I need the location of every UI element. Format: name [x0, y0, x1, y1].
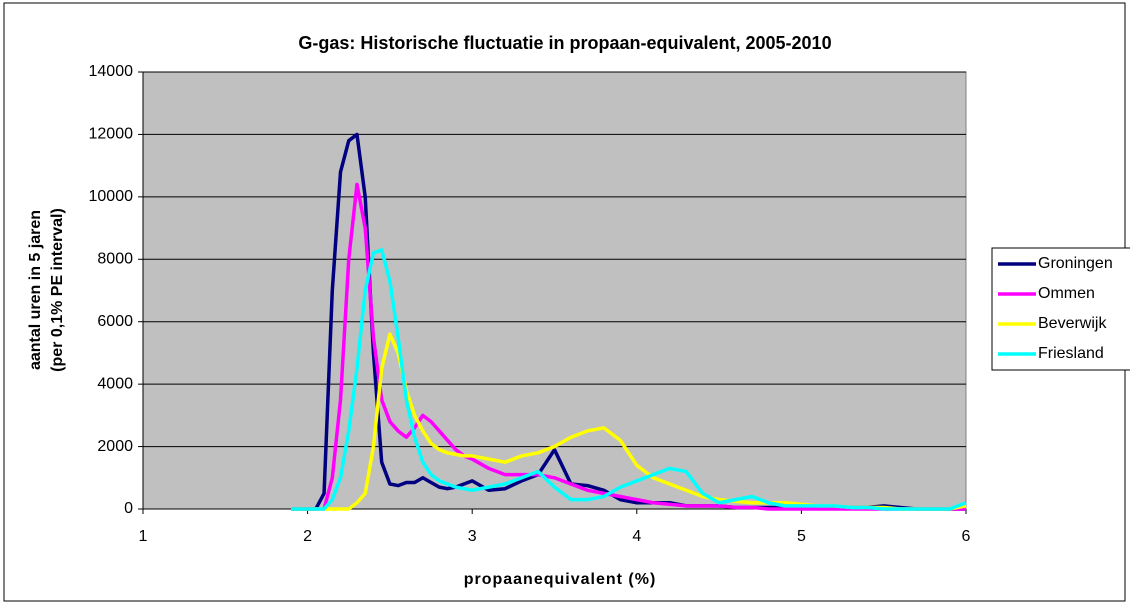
legend-label: Groningen	[1038, 255, 1113, 272]
plot-area	[142, 71, 967, 510]
x-tick-label: 3	[468, 528, 477, 545]
x-tick-label: 4	[632, 528, 641, 545]
legend-label: Ommen	[1038, 285, 1095, 302]
y-axis-label: aantal uren in 5 jaren	[27, 210, 44, 370]
y-tick-label: 8000	[97, 251, 133, 268]
x-tick-label: 2	[303, 528, 312, 545]
y-tick-label: 6000	[97, 313, 133, 330]
chart-title: G-gas: Historische fluctuatie in propaan…	[298, 33, 831, 53]
y-tick-label: 12000	[89, 126, 134, 143]
series-line	[291, 248, 967, 511]
x-tick-label: 1	[139, 528, 148, 545]
y-tick-label: 14000	[89, 63, 134, 80]
legend-box	[991, 247, 1130, 371]
y-tick-label: 2000	[97, 438, 133, 455]
y-tick-label: 10000	[89, 188, 134, 205]
y-axis-label: (per 0,1% PE interval)	[49, 208, 66, 372]
legend-label: Friesland	[1038, 345, 1104, 362]
x-tick-label: 6	[962, 528, 971, 545]
x-axis-label: propaanequivalent (%)	[464, 571, 657, 588]
legend-label: Beverwijk	[1038, 315, 1107, 332]
x-tick-label: 5	[797, 528, 806, 545]
y-tick-label: 4000	[97, 375, 133, 392]
series-line	[291, 182, 966, 511]
y-tick-label: 0	[124, 500, 133, 517]
